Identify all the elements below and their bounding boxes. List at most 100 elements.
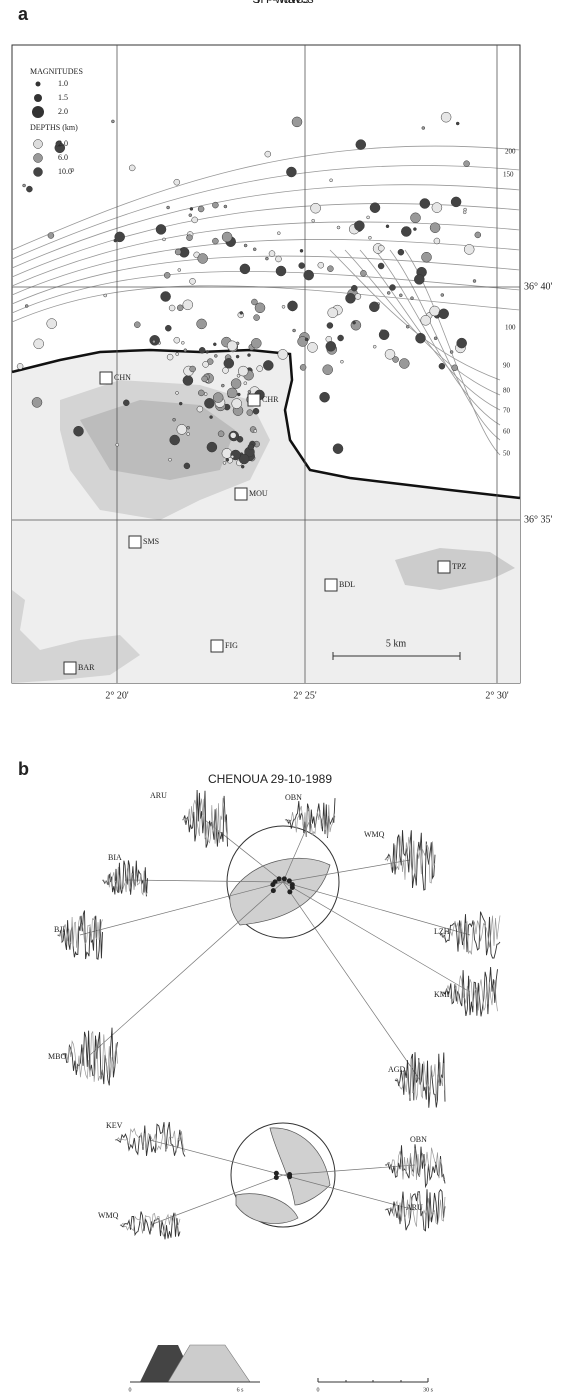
epicenter bbox=[183, 462, 191, 470]
longitude-label: 2° 30' bbox=[485, 690, 508, 701]
epicenter bbox=[212, 392, 224, 403]
contour bbox=[11, 271, 521, 314]
station-label: BIA bbox=[108, 853, 122, 862]
epicenter bbox=[474, 231, 482, 239]
epicenter bbox=[414, 274, 425, 285]
contour bbox=[344, 249, 501, 396]
epicenter bbox=[182, 299, 194, 311]
pierce-point bbox=[276, 876, 282, 882]
contour bbox=[11, 184, 521, 269]
epicenter bbox=[263, 360, 274, 371]
legend-title: MAGNITUDES bbox=[30, 67, 83, 76]
legend-symbol bbox=[32, 106, 44, 118]
panel-label: b bbox=[18, 759, 29, 779]
epicenter bbox=[229, 432, 237, 439]
station-label: KMI bbox=[434, 990, 450, 999]
waveform-synthetic bbox=[439, 915, 501, 955]
contour bbox=[11, 255, 521, 305]
epicenter bbox=[222, 461, 227, 465]
epicenter bbox=[354, 293, 362, 300]
epicenter bbox=[175, 352, 179, 356]
epicenter bbox=[46, 318, 57, 329]
epicenter bbox=[385, 224, 390, 229]
epicenter bbox=[303, 269, 314, 281]
epicenter bbox=[186, 432, 190, 436]
station-marker bbox=[99, 371, 113, 385]
station-label: ARU bbox=[406, 1203, 423, 1212]
epicenter bbox=[299, 249, 304, 253]
station-label: FIG bbox=[225, 641, 238, 650]
epicenter bbox=[163, 272, 171, 279]
epicenter bbox=[230, 454, 235, 459]
legend-label: 10.0 bbox=[58, 167, 72, 176]
station-label: OBN bbox=[410, 1135, 427, 1144]
epicenter bbox=[431, 202, 443, 213]
epicenter bbox=[26, 185, 33, 193]
bathymetry bbox=[11, 145, 521, 456]
waveform-synthetic bbox=[442, 975, 498, 1012]
epicenter bbox=[326, 322, 334, 329]
waveform-synthetic bbox=[62, 1031, 118, 1082]
epicenter bbox=[304, 337, 309, 342]
station-label: BAR bbox=[78, 663, 95, 672]
epicenter bbox=[256, 365, 263, 372]
epicenter bbox=[33, 338, 44, 350]
time-scale bbox=[317, 1378, 429, 1383]
epicenter bbox=[123, 399, 130, 407]
epicenter bbox=[253, 314, 260, 321]
epicenter bbox=[213, 342, 217, 347]
epicenter bbox=[176, 424, 188, 435]
epicenter bbox=[239, 311, 244, 315]
station-marker bbox=[210, 639, 224, 653]
epicenter bbox=[134, 321, 141, 328]
epicenter bbox=[176, 304, 184, 312]
ray-line bbox=[149, 1174, 284, 1226]
epicenter bbox=[399, 293, 403, 298]
epicenter bbox=[152, 339, 156, 344]
epicenter bbox=[277, 231, 281, 235]
epicenters bbox=[16, 111, 482, 470]
epicenter bbox=[202, 361, 209, 368]
epicenter bbox=[246, 409, 254, 416]
ray-line bbox=[282, 881, 471, 993]
epicenter bbox=[111, 119, 115, 124]
station-marker bbox=[234, 487, 248, 501]
latitude-label: 36° 35' bbox=[524, 514, 552, 525]
epicenter bbox=[277, 349, 289, 360]
station-marker bbox=[324, 578, 338, 592]
legend-label: 2.0 bbox=[58, 107, 68, 116]
epicenter bbox=[372, 344, 377, 349]
epicenter bbox=[378, 329, 390, 341]
epicenter bbox=[317, 261, 325, 269]
epicenter bbox=[189, 365, 196, 373]
epicenter bbox=[421, 126, 426, 130]
epicenter bbox=[205, 350, 209, 354]
station-marker bbox=[437, 560, 451, 574]
epicenter bbox=[166, 353, 174, 361]
ray-line bbox=[149, 1139, 284, 1176]
legend-label: 1.5 bbox=[58, 93, 68, 102]
station-marker bbox=[247, 393, 261, 407]
epicenter bbox=[337, 334, 344, 342]
epicenter bbox=[115, 443, 119, 447]
epicenter bbox=[433, 336, 438, 341]
waveform-synthetic bbox=[384, 1192, 446, 1227]
epicenter bbox=[173, 336, 181, 344]
epicenter bbox=[281, 305, 286, 309]
legend-label: 2.0 bbox=[58, 139, 68, 148]
contour bbox=[11, 165, 521, 260]
epicenter bbox=[243, 243, 248, 248]
axis-label: 0 bbox=[129, 1387, 132, 1393]
epicenter bbox=[221, 448, 233, 459]
ray-line bbox=[204, 819, 284, 883]
epicenter bbox=[221, 383, 225, 388]
pierce-point bbox=[287, 889, 293, 895]
epicenter bbox=[332, 443, 344, 454]
contour bbox=[11, 145, 521, 251]
contour-label: 60 bbox=[503, 428, 511, 436]
epicenter bbox=[264, 150, 272, 158]
epicenter bbox=[252, 247, 257, 252]
ray-line bbox=[282, 859, 411, 883]
waveform-synthetic bbox=[384, 836, 436, 884]
wave-label: SH - waves bbox=[252, 0, 313, 6]
